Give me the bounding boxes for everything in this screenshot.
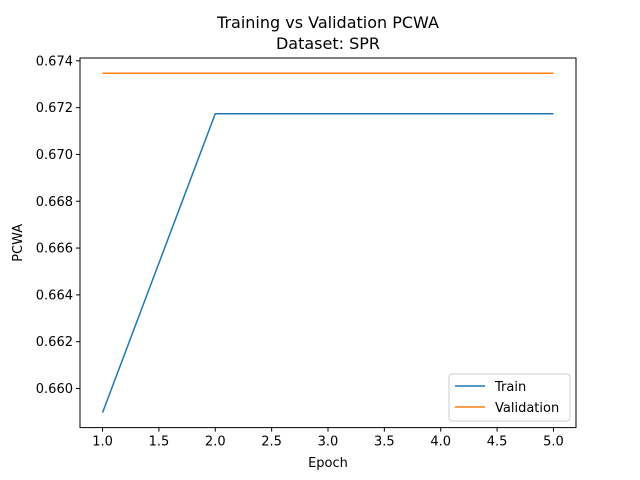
- x-tick-label: 3.0: [318, 435, 339, 450]
- x-tick-label: 3.5: [374, 435, 395, 450]
- x-axis-ticks: 1.0 1.5 2.0 2.5 3.0 3.5 4.0 4.5 5.0: [92, 427, 564, 450]
- y-tick-label: 0.674: [36, 54, 73, 69]
- legend-label-train: Train: [494, 380, 526, 395]
- y-axis-ticks: 0.660 0.662 0.664 0.666 0.668 0.670 0.672 0.674: [36, 54, 80, 397]
- y-tick-label: 0.670: [36, 148, 73, 163]
- plot-area-frame: [79, 57, 577, 429]
- series-line-train: [101, 112, 554, 413]
- x-axis-label: Epoch: [308, 456, 348, 471]
- series-layer: [101, 72, 554, 413]
- x-tick-label: 4.5: [487, 435, 508, 450]
- x-tick-label: 5.0: [543, 435, 564, 450]
- y-tick-label: 0.666: [36, 242, 73, 257]
- legend: Train Validation: [448, 373, 571, 422]
- x-tick-label: 1.0: [92, 435, 113, 450]
- x-tick-label: 2.5: [261, 435, 282, 450]
- y-tick-label: 0.660: [36, 382, 73, 397]
- y-tick-label: 0.668: [36, 195, 73, 210]
- legend-label-validation: Validation: [495, 401, 559, 416]
- y-tick-label: 0.672: [36, 101, 73, 116]
- x-tick-label: 4.0: [430, 435, 451, 450]
- chart-title: Training vs Validation PCWA: [216, 13, 439, 32]
- x-tick-label: 1.5: [149, 435, 170, 450]
- chart-subtitle: Dataset: SPR: [276, 34, 380, 53]
- x-tick-label: 2.0: [205, 435, 226, 450]
- y-tick-label: 0.662: [36, 335, 73, 350]
- y-axis-label: PCWA: [11, 224, 26, 262]
- y-tick-label: 0.664: [36, 288, 73, 303]
